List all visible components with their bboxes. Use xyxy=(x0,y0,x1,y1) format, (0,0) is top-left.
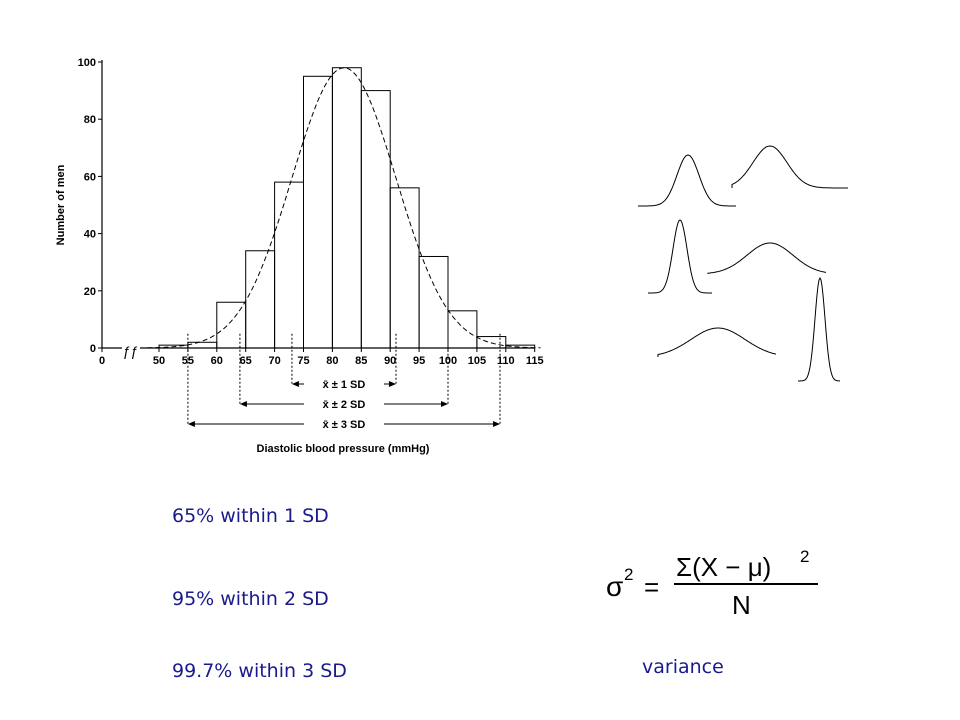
histogram-bar xyxy=(245,250,276,349)
histogram-bar xyxy=(505,344,536,349)
sd-bracket-label: x̄ ± 3 SD xyxy=(323,419,366,431)
bell-curve-shape xyxy=(638,154,736,207)
histogram-chart: 0 20 40 60 80 100 0 50 55 60 65 70 75 80 85 90 95 100 105 1… xyxy=(55,57,544,455)
note-two-sd: 95% within 2 SD xyxy=(172,588,329,610)
x-tick-label: 0 xyxy=(99,355,105,367)
axis-ticks: 0 20 40 60 80 100 0 50 55 60 65 70 75 80 85 90 95 100 105 1… xyxy=(78,57,544,367)
y-axis-label: Number of men xyxy=(55,164,67,245)
x-tick-label: 105 xyxy=(468,355,486,367)
bell-curve-shape xyxy=(707,242,827,274)
x-tick-label: 80 xyxy=(326,355,338,367)
normal-curves-illustration xyxy=(638,145,848,382)
x-tick-label: 75 xyxy=(297,355,309,367)
histogram-bar xyxy=(389,187,420,349)
x-tick-label: 50 xyxy=(153,355,165,367)
sigma-symbol: σ xyxy=(606,571,623,602)
variance-formula: σ 2 = Σ(X − μ) 2 N xyxy=(606,547,818,620)
histogram-bar xyxy=(331,67,362,349)
axis-break-mark: ƒƒ xyxy=(122,343,138,359)
histogram-bar xyxy=(274,181,305,349)
histogram-bar xyxy=(360,90,391,349)
y-tick-label: 20 xyxy=(84,286,96,298)
x-axis-label: Diastolic blood pressure (mmHg) xyxy=(257,443,430,455)
x-tick-label: 85 xyxy=(355,355,367,367)
equals-sign: = xyxy=(644,572,659,602)
x-tick-label: 65 xyxy=(240,355,252,367)
note-three-sd: 99.7% within 3 SD xyxy=(172,660,347,682)
x-tick-label: 55 xyxy=(182,355,194,367)
histogram-bar xyxy=(216,301,247,349)
bell-curve-shape xyxy=(798,276,841,382)
y-tick-label: 80 xyxy=(84,114,96,126)
x-tick-label: 95 xyxy=(413,355,425,367)
formula-numerator: Σ(X − μ) xyxy=(676,552,771,582)
sd-arrowhead xyxy=(441,401,448,407)
sd-brackets: x̄ ± 1 SD x̄ ± 2 SD x̄ ± 3 SD xyxy=(187,333,501,431)
x-tick-label: 60 xyxy=(211,355,223,367)
y-tick-label: 40 xyxy=(84,229,96,241)
histogram-bar xyxy=(476,336,507,349)
bell-curve-shape xyxy=(657,327,777,357)
histogram-bar xyxy=(187,341,218,349)
sd-arrowhead xyxy=(187,421,195,427)
variance-label: variance xyxy=(642,656,724,678)
x-tick-label: 90 xyxy=(384,355,396,367)
x-tick-label: 100 xyxy=(439,355,457,367)
histogram-bar xyxy=(418,255,449,349)
histogram-bars xyxy=(158,67,536,349)
y-tick-label: 0 xyxy=(90,343,96,355)
y-tick-label: 60 xyxy=(84,171,96,183)
x-tick-label: 115 xyxy=(526,355,544,367)
formula-denominator: N xyxy=(732,590,751,620)
histogram-bar xyxy=(447,310,478,349)
sigma-exponent: 2 xyxy=(624,565,633,584)
sd-arrowhead xyxy=(239,401,247,407)
numerator-exponent: 2 xyxy=(800,547,809,566)
chart-axes xyxy=(101,60,535,349)
x-tick-label: 70 xyxy=(268,355,280,367)
bell-curve-shape xyxy=(731,145,848,189)
note-one-sd: 65% within 1 SD xyxy=(172,505,329,527)
sd-arrowhead xyxy=(291,381,299,387)
y-tick-label: 100 xyxy=(78,57,96,69)
sd-arrowhead xyxy=(493,421,501,427)
sd-arrowhead xyxy=(388,381,396,387)
x-tick-label: 110 xyxy=(497,355,515,367)
sd-bracket-label: x̄ ± 2 SD xyxy=(323,399,366,411)
sd-bracket-label: x̄ ± 1 SD xyxy=(323,379,366,391)
fit-curve-path xyxy=(147,67,541,349)
normal-fit-curve xyxy=(147,67,541,349)
bell-curve-shape xyxy=(648,219,712,294)
histogram-bar xyxy=(303,75,333,349)
